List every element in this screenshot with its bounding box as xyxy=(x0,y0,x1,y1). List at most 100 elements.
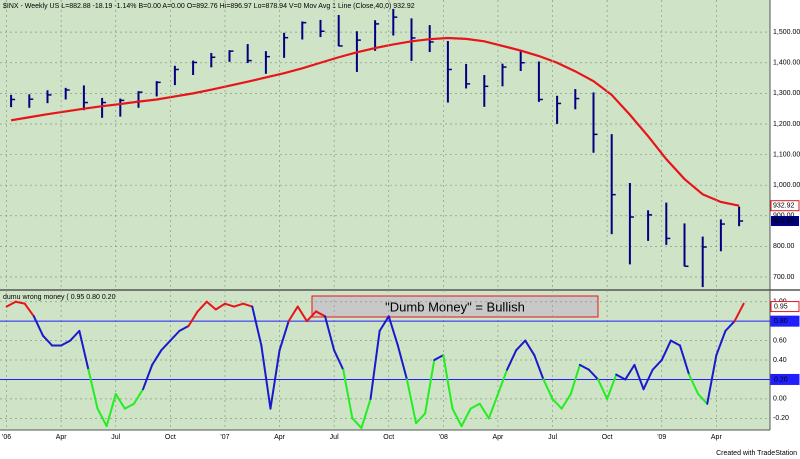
indicator-segment xyxy=(41,334,54,347)
axis-background xyxy=(770,0,800,459)
indicator-segment xyxy=(169,329,181,342)
indicator-segment xyxy=(678,344,691,376)
level-label: 0.95 xyxy=(774,303,788,310)
close-last-box xyxy=(771,216,799,227)
indicator-segment xyxy=(196,300,208,313)
close-last-label: 882.88 xyxy=(773,218,795,225)
indicator-segment xyxy=(96,407,108,428)
ma-last-label: 932.92 xyxy=(773,203,795,210)
x-tick-label: '06 xyxy=(2,434,11,441)
indicator-segment xyxy=(460,407,472,428)
indicator-segment xyxy=(187,310,199,328)
indicator-segment xyxy=(651,359,663,371)
indicator-segment xyxy=(360,397,372,430)
indicator-segment xyxy=(706,354,718,405)
indicator-segment xyxy=(60,339,72,347)
indicator-segment xyxy=(433,354,445,362)
indicator-segment xyxy=(296,305,308,323)
x-tick-label: Oct xyxy=(383,434,394,441)
x-tick-label: Apr xyxy=(492,434,504,441)
indicator-segment xyxy=(178,325,190,332)
indicator-segment xyxy=(733,302,745,323)
indicator-segment xyxy=(669,339,681,347)
indicator-segment xyxy=(378,315,390,332)
y-tick-label: 1,300.00 xyxy=(773,90,800,97)
indicator-segment xyxy=(324,315,336,352)
x-tick-label: '07 xyxy=(220,434,229,441)
indicator-segment xyxy=(233,302,245,308)
indicator-segment xyxy=(333,349,345,371)
indicator-segment xyxy=(32,315,44,337)
indicator-segment xyxy=(560,393,572,410)
indicator-segment xyxy=(533,354,545,381)
indicator-segment xyxy=(69,329,81,342)
indicator-segment xyxy=(715,329,727,357)
indicator-segment xyxy=(660,339,672,362)
indicator-segment xyxy=(160,339,172,352)
plot-background xyxy=(0,0,770,430)
indicator-segment xyxy=(415,412,427,425)
x-tick-label: Apr xyxy=(274,434,286,441)
x-tick-label: Apr xyxy=(711,434,723,441)
indicator-segment xyxy=(524,339,536,357)
x-tick-label: Jul xyxy=(111,434,120,441)
level-box xyxy=(770,373,800,385)
x-tick-label: Jul xyxy=(330,434,339,441)
indicator-segment xyxy=(278,320,290,352)
y-tick-label: 0.60 xyxy=(773,337,787,344)
indicator-segment xyxy=(724,320,736,332)
indicator-segment xyxy=(269,349,281,410)
x-tick-label: Jul xyxy=(548,434,557,441)
indicator-segment xyxy=(351,417,363,430)
indicator-segment xyxy=(251,305,263,347)
indicator-segment xyxy=(396,344,408,381)
indicator-segment xyxy=(478,402,490,420)
indicator-segment xyxy=(214,302,226,311)
indicator-segment xyxy=(14,300,26,305)
indicator-segment xyxy=(615,373,627,381)
indicator-segment xyxy=(424,359,436,415)
indicator-segment xyxy=(697,393,709,405)
indicator-segment xyxy=(606,373,618,400)
indicator-segment xyxy=(688,373,700,396)
level-box xyxy=(770,301,800,313)
indicator-segment xyxy=(387,315,399,347)
level-box xyxy=(770,315,800,327)
footer: Created with TradeStation xyxy=(716,450,797,457)
indicator-segment xyxy=(114,393,126,410)
indicator-legend: dumu wrong money ( 0.95 0.80 0.20 xyxy=(3,294,116,301)
annotation: "Dumb Money" = Bullish xyxy=(385,299,525,314)
y-tick-label: 0.40 xyxy=(773,357,787,364)
x-tick-label: '09 xyxy=(657,434,666,441)
x-tick-label: Oct xyxy=(165,434,176,441)
level-label: 0.20 xyxy=(774,376,788,383)
indicator-segment xyxy=(597,378,609,400)
indicator-segment xyxy=(642,368,654,391)
indicator-segment xyxy=(451,407,463,428)
annotation-box xyxy=(311,295,599,318)
indicator-segment xyxy=(624,363,636,381)
indicator-segment xyxy=(442,354,454,410)
indicator-segment xyxy=(506,349,518,371)
indicator-segment xyxy=(205,300,217,311)
indicator-segment xyxy=(5,300,17,308)
indicator-segment xyxy=(123,402,135,410)
ma-last-box xyxy=(770,200,800,212)
header: $INX - Weekly US L=882.88 -18.19 -1.14% … xyxy=(3,3,415,10)
y-tick-label: 1,100.00 xyxy=(773,151,800,158)
indicator-segment xyxy=(260,344,272,410)
indicator-segment xyxy=(369,329,381,400)
indicator-segment xyxy=(287,305,299,323)
indicator-segment xyxy=(142,363,154,391)
indicator-segment xyxy=(151,349,163,366)
x-tick-label: '08 xyxy=(439,434,448,441)
indicator-segment xyxy=(87,368,99,410)
x-tick-label: Oct xyxy=(602,434,613,441)
indicator-segment xyxy=(132,388,145,405)
indicator-segment xyxy=(569,363,581,396)
indicator-segment xyxy=(405,378,418,425)
indicator-segment xyxy=(633,363,645,391)
x-tick-label: Apr xyxy=(56,434,68,441)
